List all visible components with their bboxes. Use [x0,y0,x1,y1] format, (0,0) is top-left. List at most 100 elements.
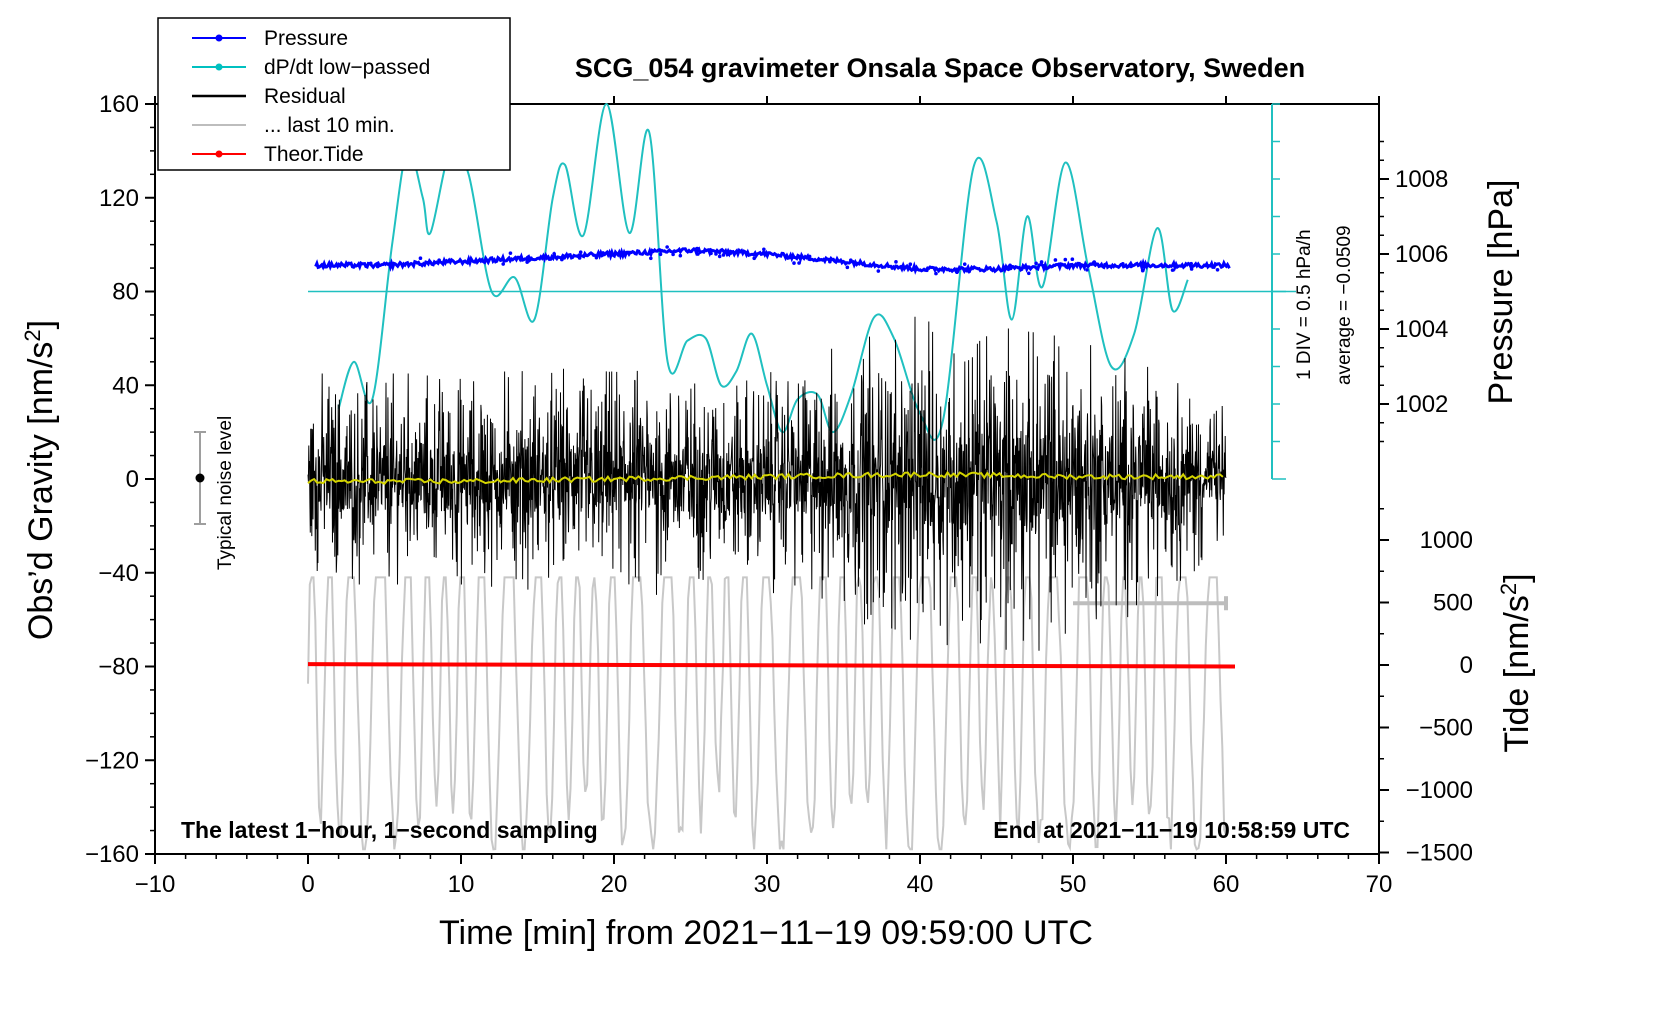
pressure-point [671,252,675,257]
pressure-point [709,251,713,256]
last-10-min-series [307,576,1228,852]
x-tick-label: 0 [301,871,314,898]
noise-label: Typical noise level [215,416,236,570]
pressure-point [696,252,700,256]
pressure-point [845,265,850,270]
pressure-point [1070,257,1075,261]
pressure-point [752,256,757,261]
pressure-point [894,260,898,264]
pressure-point [649,256,653,261]
axes: −10 0 10 20 30 40 50 60 70 −160 −120 −80 −40 0 40 80 120… [85,91,1473,898]
y-axis-title-end: ] [22,320,60,329]
pressure-point [797,261,801,265]
pressure-point [728,251,733,256]
pressure-point [1092,260,1097,264]
dpdt-scale-label: 1 DIV = 0.5 hPa/h [1294,229,1315,380]
x-tick-label: 10 [448,871,475,898]
last-10-min-line [307,576,1227,852]
pressure-point [1039,260,1044,264]
legend: Pressure dP/dt low−passed Residual ... last… [157,17,511,171]
pressure-point [717,254,722,259]
chart-title: SCG_054 gravimeter Onsala Space Observat… [575,53,1305,83]
tide-tick-label: 1000 [1420,527,1473,554]
pressure-point [925,268,929,273]
pressure-point [792,261,796,265]
y-tick-label: 40 [112,372,139,399]
pressure-point [890,266,895,270]
pressure-point [552,252,556,256]
legend-box [157,17,511,171]
x-axis-title: Time [min] from 2021−11−19 09:59:00 UTC [439,914,1093,952]
pressure-point [1060,262,1064,267]
tide-line [307,662,1236,669]
pressure-axis-title: Pressure [hPa] [1482,180,1520,405]
pressure-point [848,258,853,262]
legend-marker [215,34,223,42]
x-tick-label: 40 [907,871,934,898]
pressure-line [314,246,1231,275]
tide-axis-title-end: ] [1498,573,1536,582]
footer-right-label: End at 2021−11−19 10:58:59 UTC [993,817,1350,843]
y-tick-label: −120 [85,747,139,774]
pressure-point [658,252,663,257]
residual-smoothed-line [307,470,1224,486]
pressure-point [695,246,699,251]
x-tick-label: 20 [601,871,628,898]
pressure-point [368,261,373,266]
pressure-tick-label: 1006 [1395,241,1448,268]
pressure-point [529,256,533,261]
x-tick-label: 70 [1366,871,1393,898]
pressure-point [594,255,599,260]
legend-marker [215,150,223,158]
pressure-point [1129,264,1133,269]
pressure-point [525,258,530,262]
legend-marker [215,63,223,71]
y-tick-label: −80 [98,654,139,681]
pressure-point [1085,268,1089,272]
x-tick-label: 30 [754,871,781,898]
pressure-point [962,262,967,266]
legend-label: Theor.Tide [264,143,364,166]
pressure-point [1170,268,1175,272]
pressure-point [1215,268,1220,272]
pressure-point [1008,263,1012,268]
pressure-point [1026,271,1031,276]
legend-label: dP/dt low−passed [264,56,430,79]
pressure-tick-label: 1004 [1395,316,1448,343]
pressure-point [1103,262,1107,267]
pressure-tick-label: 1002 [1395,391,1448,418]
pressure-point [577,256,582,260]
pressure-point [1189,261,1193,266]
pressure-point [665,245,669,249]
pressure-point [578,250,583,254]
residual-line [307,316,1227,651]
tide-axis-title-main: Tide [nm/s [1498,595,1536,752]
legend-label: ... last 10 min. [264,114,395,137]
y-tick-label: 160 [99,91,139,118]
pressure-point [807,254,812,259]
legend-items: Pressure dP/dt low−passed Residual ... last… [192,27,430,166]
pressure-point [967,269,972,274]
y-tick-label: 120 [99,185,139,212]
y-axis-title-main: Obs’d Gravity [nm/s [22,342,60,641]
noise-dot [195,473,205,483]
tide-series [307,662,1236,669]
pressure-point [375,264,380,269]
footer-left-label: The latest 1−hour, 1−second sampling [181,817,598,843]
pressure-point [721,253,726,257]
pressure-point [418,256,423,261]
legend-label: Pressure [264,27,348,50]
residual-series [307,316,1227,651]
pressure-point [562,256,567,260]
pressure-point [347,261,352,266]
tide-axis-title: Tide [nm/s2] [1496,573,1537,752]
tide-tick-label: 0 [1460,652,1473,679]
x-tick-label: 60 [1213,871,1240,898]
tide-axis-title-sup: 2 [1496,583,1521,595]
dpdt-scale-ruler [1271,103,1286,480]
pressure-point [1063,257,1068,262]
y-tick-label: −40 [98,560,139,587]
pressure-point [422,262,427,267]
pressure-point [762,247,766,252]
